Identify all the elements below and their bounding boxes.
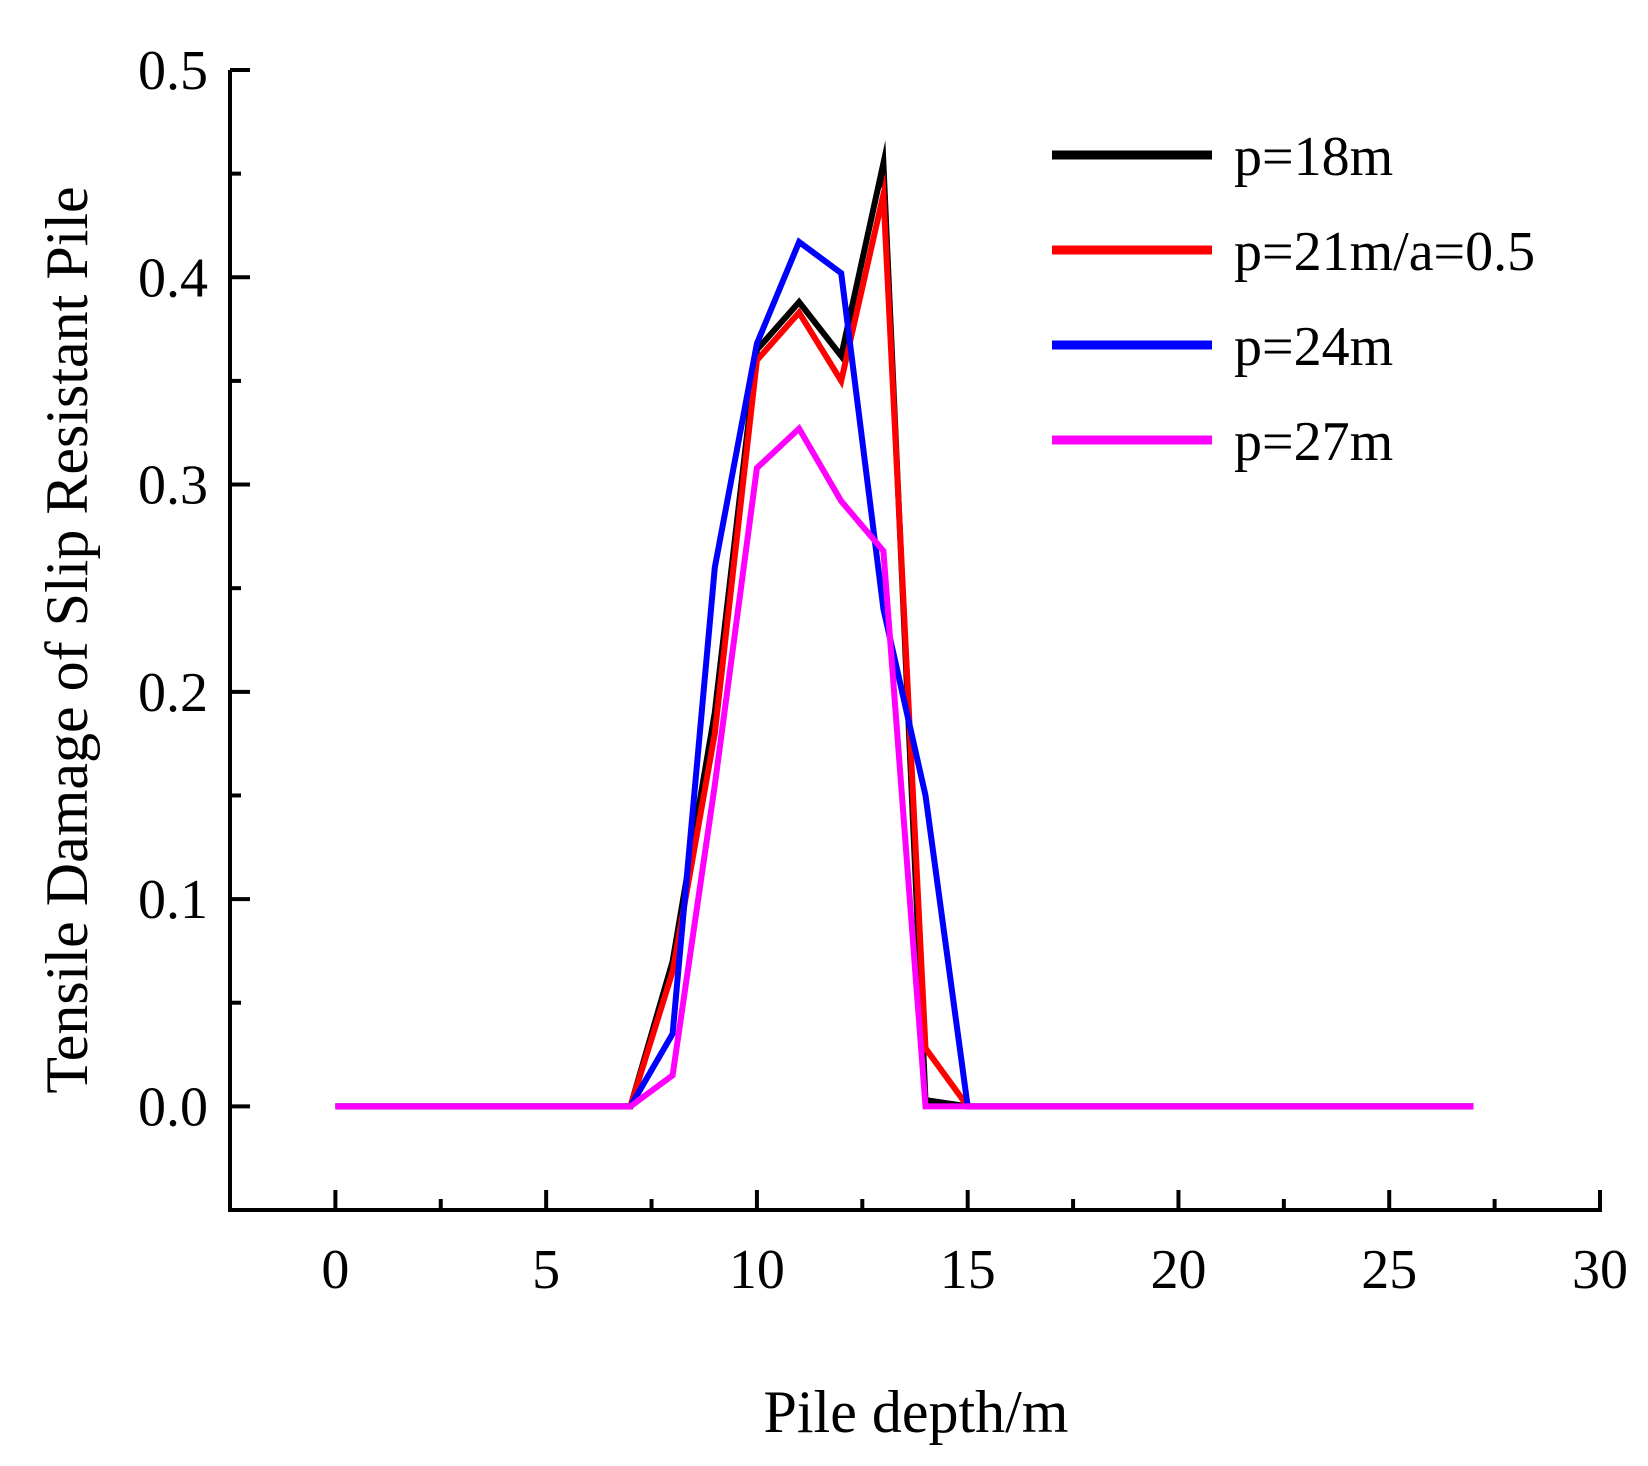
- legend-label: p=18m: [1234, 126, 1393, 188]
- ticks: 0.0 0.1 0.2 0.3 0.4 0.5 0 5 10 15 20 25 30: [138, 40, 1628, 1301]
- x-tick-label: 5: [532, 1239, 560, 1301]
- x-tick-label: 20: [1150, 1239, 1206, 1301]
- legend-label: p=21m/a=0.5: [1234, 221, 1535, 283]
- x-tick-label: 10: [729, 1239, 785, 1301]
- legend: p=18m p=21m/a=0.5 p=24m p=27m: [1052, 126, 1535, 473]
- legend-label: p=27m: [1234, 411, 1393, 473]
- x-tick-label: 0: [321, 1239, 349, 1301]
- series-line-p-27m: [335, 423, 1474, 1110]
- legend-label: p=24m: [1234, 316, 1393, 378]
- y-tick-label: 0.0: [138, 1076, 208, 1138]
- x-tick-label: 15: [940, 1239, 996, 1301]
- x-axis-title: Pile depth/m: [764, 1379, 1069, 1445]
- y-tick-label: 0.1: [138, 869, 208, 931]
- y-tick-label: 0.2: [138, 662, 208, 724]
- series: [335, 140, 1474, 1110]
- x-tick-label: 25: [1361, 1239, 1417, 1301]
- y-tick-label: 0.5: [138, 40, 208, 102]
- y-tick-label: 0.3: [138, 455, 208, 517]
- axes: [228, 70, 1602, 1212]
- y-tick-label: 0.4: [138, 247, 208, 309]
- y-axis-title: Tensile Damage of Slip Resistant Pile: [34, 186, 100, 1093]
- x-tick-label: 30: [1572, 1239, 1628, 1301]
